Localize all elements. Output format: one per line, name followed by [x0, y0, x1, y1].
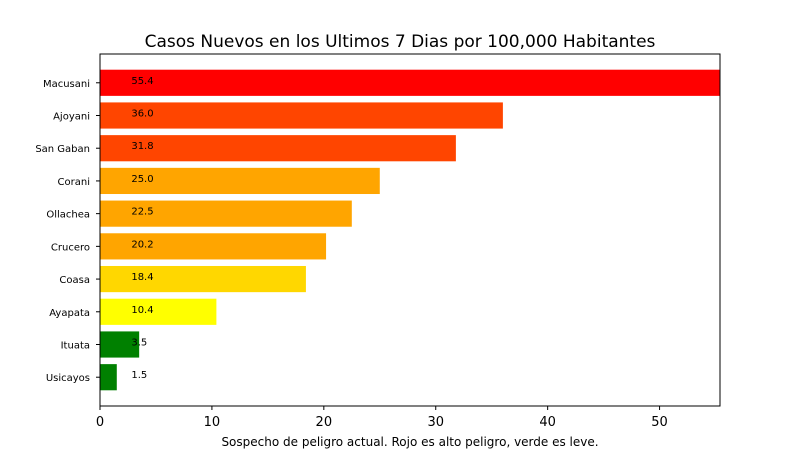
value-label: 10.4	[131, 305, 153, 316]
bar	[100, 167, 380, 195]
y-tick-label: San Gaban	[35, 144, 90, 155]
x-tick-label: 0	[96, 415, 104, 430]
y-tick-label: Coasa	[59, 275, 90, 286]
value-label: 18.4	[131, 272, 153, 283]
bar	[100, 233, 327, 260]
x-tick-label: 40	[539, 415, 556, 430]
value-label: 31.8	[131, 141, 153, 152]
x-tick-label: 20	[316, 415, 333, 430]
bar	[100, 135, 456, 162]
y-tick-label: Corani	[58, 177, 90, 188]
value-label: 20.2	[131, 239, 153, 250]
x-tick-label: 50	[651, 415, 668, 430]
bar	[100, 298, 217, 325]
y-tick-label: Macusani	[43, 79, 90, 90]
y-tick-label: Ajoyani	[53, 112, 90, 123]
value-label: 22.5	[131, 207, 153, 218]
value-label: 1.5	[131, 370, 147, 381]
bar	[100, 265, 306, 293]
chart-title: Casos Nuevos en los Ultimos 7 Dias por 1…	[145, 32, 656, 52]
bar	[100, 69, 720, 96]
y-tick-label: Usicayos	[46, 373, 90, 384]
y-tick-label: Ollachea	[46, 210, 90, 221]
y-tick-label: Crucero	[51, 242, 90, 253]
value-label: 36.0	[131, 109, 153, 120]
plot-frame	[99, 53, 721, 407]
value-label: 3.5	[131, 337, 147, 348]
value-label: 25.0	[131, 174, 153, 185]
x-tick-label: 30	[427, 415, 444, 430]
bar	[100, 200, 352, 227]
y-tick-label: Ituata	[61, 340, 90, 351]
bar	[100, 331, 140, 358]
x-tick-label: 10	[204, 415, 221, 430]
x-axis-label: Sospecho de peligro actual. Rojo es alto…	[221, 435, 598, 449]
bar	[100, 102, 503, 129]
bar	[100, 364, 117, 391]
value-label: 55.4	[131, 76, 153, 87]
y-tick-label: Ayapata	[49, 308, 90, 319]
